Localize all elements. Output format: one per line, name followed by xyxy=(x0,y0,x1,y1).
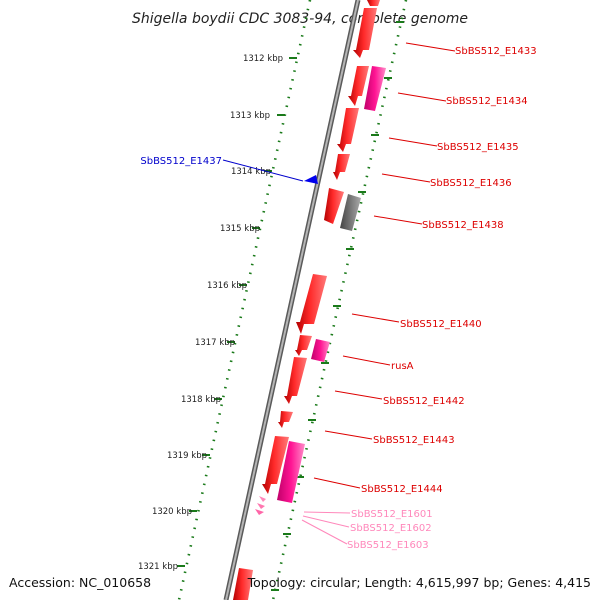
gene-label[interactable]: SbBS512_E1442 xyxy=(383,396,465,407)
gene-label[interactable]: SbBS512_E1437 xyxy=(140,156,222,167)
accession-text: Accession: NC_010658 xyxy=(9,575,151,590)
gene-label[interactable]: SbBS512_E1435 xyxy=(437,142,519,153)
gene-feature[interactable] xyxy=(295,335,312,356)
tick-label: 1316 kbp xyxy=(207,281,247,291)
gene-label[interactable]: SbBS512_E1601 xyxy=(351,509,433,520)
gene-label[interactable]: SbBS512_E1603 xyxy=(347,540,429,551)
gene-feature[interactable] xyxy=(296,274,327,334)
gene-feature[interactable] xyxy=(284,357,307,404)
gene-label[interactable]: SbBS512_E1440 xyxy=(400,319,482,330)
tick-label: 1314 kbp xyxy=(231,167,271,177)
gene-label[interactable]: SbBS512_E1438 xyxy=(422,220,504,231)
gene-feature[interactable] xyxy=(324,188,344,224)
tick-label: 1315 kbp xyxy=(220,224,260,234)
gene-feature[interactable] xyxy=(367,0,380,6)
gene-label[interactable]: SbBS512_E1602 xyxy=(350,523,432,534)
gene-feature[interactable] xyxy=(259,496,266,502)
ruler-track-right xyxy=(271,0,408,600)
gene-feature[interactable] xyxy=(337,108,359,152)
gene-feature[interactable] xyxy=(277,441,305,503)
gene-feature[interactable] xyxy=(278,411,293,428)
gene-features xyxy=(233,0,386,600)
gene-feature[interactable] xyxy=(340,194,361,231)
tick-label: 1318 kbp xyxy=(181,395,221,405)
tick-label: 1320 kbp xyxy=(152,507,192,517)
gene-label[interactable]: rusA xyxy=(391,361,414,372)
map-title: Shigella boydii CDC 3083-94, complete ge… xyxy=(132,11,468,27)
label-leaders xyxy=(222,42,456,545)
tick-label: 1321 kbp xyxy=(138,562,178,572)
gene-feature[interactable] xyxy=(257,503,265,509)
gene-feature[interactable] xyxy=(233,568,253,600)
gene-feature[interactable] xyxy=(353,8,377,58)
gene-feature[interactable] xyxy=(364,66,386,111)
gene-feature[interactable] xyxy=(311,339,330,362)
tick-label: 1312 kbp xyxy=(243,54,283,64)
gene-feature[interactable] xyxy=(333,154,350,180)
tick-label: 1319 kbp xyxy=(167,451,207,461)
gene-feature[interactable] xyxy=(262,436,289,494)
tick-label: 1313 kbp xyxy=(230,111,270,121)
gene-label[interactable]: SbBS512_E1433 xyxy=(455,46,537,57)
genome-backbone xyxy=(223,0,361,600)
gene-label[interactable]: SbBS512_E1436 xyxy=(430,178,512,189)
gene-feature[interactable] xyxy=(255,509,264,515)
gene-label[interactable]: SbBS512_E1443 xyxy=(373,435,455,446)
gene-labels: SbBS512_E1433 SbBS512_E1434 SbBS512_E143… xyxy=(140,46,536,551)
gene-feature[interactable] xyxy=(304,175,318,184)
tick-label: 1317 kbp xyxy=(195,338,235,348)
gene-feature[interactable] xyxy=(348,66,369,106)
genome-summary-text: Topology: circular; Length: 4,615,997 bp… xyxy=(247,575,591,590)
ruler-track-left xyxy=(177,0,312,600)
gene-label[interactable]: SbBS512_E1434 xyxy=(446,96,528,107)
kbp-ruler-ticks: 1312 kbp 1313 kbp 1314 kbp 1315 kbp 1316… xyxy=(138,21,404,591)
gene-label[interactable]: SbBS512_E1444 xyxy=(361,484,443,495)
